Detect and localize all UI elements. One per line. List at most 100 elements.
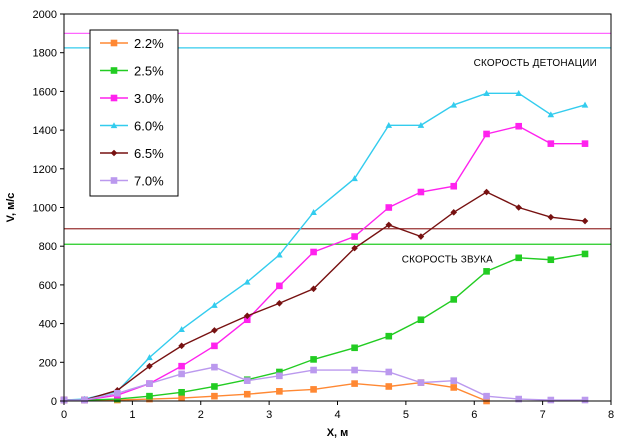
data-point [276, 372, 283, 380]
legend-marker [110, 177, 118, 184]
data-point [81, 396, 88, 404]
data-point [515, 204, 522, 211]
legend-marker [110, 94, 118, 102]
data-point [385, 204, 393, 211]
series-5 [60, 363, 589, 404]
data-point [351, 366, 358, 374]
data-point [178, 394, 185, 402]
legend-label: 3.0% [134, 91, 164, 106]
data-point [310, 285, 317, 293]
data-point [450, 101, 458, 108]
series-4 [60, 188, 589, 404]
data-point [515, 254, 522, 262]
data-point [385, 368, 393, 376]
data-point [483, 392, 490, 400]
data-point [581, 140, 589, 147]
data-point [385, 221, 393, 229]
data-point [310, 386, 317, 393]
legend-label: 2.2% [134, 36, 164, 51]
data-point [178, 370, 185, 378]
legend-item: 2.5% [100, 64, 164, 79]
y-tick-label: 200 [39, 357, 57, 369]
data-point [547, 396, 555, 404]
legend-item: 6.5% [100, 146, 164, 161]
y-tick-label: 1400 [33, 125, 57, 137]
data-point [483, 90, 490, 96]
data-point [243, 390, 251, 398]
data-point [146, 380, 153, 387]
legend-label: 2.5% [134, 64, 164, 79]
y-tick-label: 1200 [33, 164, 57, 176]
data-point [146, 392, 153, 400]
series-3 [60, 90, 589, 403]
data-point [114, 389, 121, 397]
data-point [417, 188, 425, 196]
x-tick-label: 1 [129, 409, 135, 421]
data-point [310, 356, 317, 363]
data-point [276, 388, 283, 395]
x-tick-label: 6 [471, 409, 477, 421]
data-point [351, 380, 358, 387]
data-point [417, 379, 425, 386]
data-point [581, 217, 589, 225]
data-point [211, 342, 218, 350]
x-axis-label: X, м [327, 427, 349, 439]
data-point [351, 344, 358, 352]
legend-item: 7.0% [100, 174, 164, 189]
data-point [178, 342, 185, 350]
data-point [581, 101, 589, 108]
y-tick-label: 800 [39, 241, 57, 253]
legend-label: 6.0% [134, 119, 164, 134]
y-axis-label: V, м/с [5, 193, 17, 223]
data-point [276, 299, 283, 307]
data-point [547, 140, 555, 147]
data-point [450, 296, 458, 303]
series-line [64, 253, 586, 401]
data-point [146, 354, 153, 361]
data-point [417, 121, 425, 128]
data-point [276, 368, 283, 376]
x-tick-label: 7 [540, 409, 546, 421]
legend-marker [110, 149, 118, 157]
data-point [178, 388, 185, 396]
legend-item: 3.0% [100, 91, 164, 106]
data-point [351, 175, 358, 182]
data-point [243, 316, 251, 324]
x-tick-label: 8 [608, 409, 614, 421]
data-point [547, 256, 555, 264]
data-point [276, 282, 283, 290]
series-layer [60, 90, 589, 405]
data-point [114, 395, 121, 403]
data-point [243, 278, 251, 285]
data-point [515, 395, 522, 403]
data-point [243, 312, 251, 320]
data-point [547, 213, 555, 221]
x-tick-label: 3 [266, 409, 272, 421]
x-tick-label: 0 [61, 409, 67, 421]
series-line [64, 191, 586, 401]
data-point [211, 363, 218, 371]
data-point [310, 366, 317, 374]
data-point [178, 362, 185, 370]
legend-label: 7.0% [134, 174, 164, 189]
data-point [417, 316, 425, 324]
data-point [385, 332, 393, 340]
legend-marker [110, 39, 118, 47]
data-point [211, 392, 218, 400]
data-point [483, 268, 490, 275]
data-point [178, 326, 185, 333]
data-point [547, 111, 555, 118]
data-point [351, 244, 358, 252]
x-tick-label: 2 [198, 409, 204, 421]
legend: 2.2% 2.5% 3.0% 6.0% 6.5% 7.0% [89, 29, 179, 197]
data-point [385, 121, 393, 128]
legend-item: 6.0% [100, 119, 164, 134]
data-point [515, 90, 522, 96]
y-tick-label: 1800 [33, 48, 57, 60]
x-tick-label: 5 [403, 409, 409, 421]
reference-line-label: СКОРОСТЬ ЗВУКА [402, 254, 493, 265]
axes: 0 200 400 600 800 1000 1200 1400 1600 1800 2000 0 1 2… [5, 9, 614, 439]
legend-box [89, 29, 179, 197]
y-tick-label: 400 [39, 319, 57, 331]
